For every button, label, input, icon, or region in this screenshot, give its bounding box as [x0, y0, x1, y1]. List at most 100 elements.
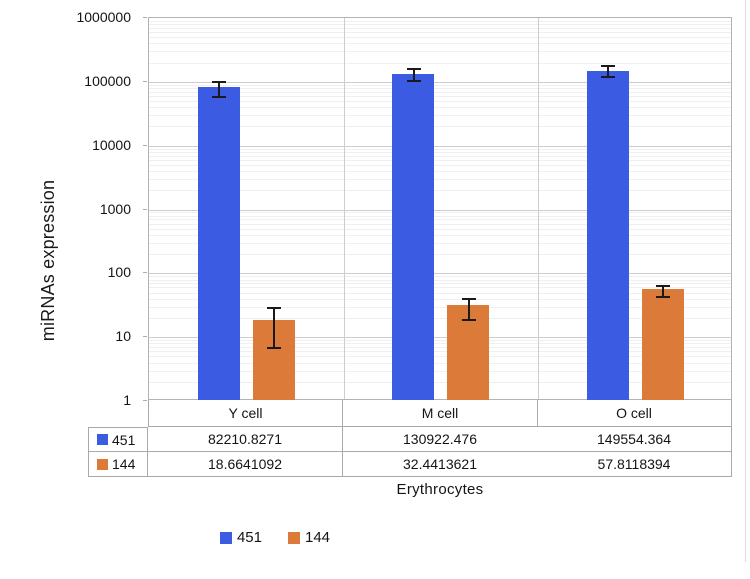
minor-gridline	[149, 20, 731, 22]
minor-gridline	[149, 351, 731, 353]
minor-gridline	[149, 159, 731, 161]
table-value-451-0: 82210.8271	[148, 427, 343, 452]
error-bar-cap	[266, 347, 281, 350]
minor-gridline	[149, 126, 731, 128]
legend-item-451: 451	[219, 529, 262, 546]
minor-gridline	[149, 32, 731, 34]
minor-gridline	[149, 292, 731, 294]
minor-gridline	[149, 370, 731, 372]
y-tick-label: 100	[107, 264, 131, 281]
legend-item-144: 144	[288, 529, 330, 546]
minor-gridline	[149, 215, 731, 217]
minor-gridline	[149, 51, 731, 53]
y-axis-title: miRNAs expression	[38, 110, 59, 410]
minor-gridline	[149, 254, 731, 256]
error-bar-cap	[656, 296, 671, 299]
y-tick-label: 1000000	[76, 9, 131, 25]
category-label-y-cell: Y cell	[148, 400, 343, 427]
major-gridline	[149, 81, 731, 83]
minor-gridline	[149, 306, 731, 308]
category-separator	[538, 18, 539, 399]
minor-gridline	[149, 283, 731, 285]
legend-swatch-144	[288, 531, 300, 544]
minor-gridline	[149, 279, 731, 281]
minor-gridline	[149, 219, 731, 221]
y-tick-mark	[143, 144, 147, 146]
minor-gridline	[149, 228, 731, 230]
x-axis-title: Erythrocytes	[396, 481, 484, 498]
category-separator	[344, 18, 345, 399]
y-tick-label: 10000	[92, 136, 131, 153]
minor-gridline	[149, 276, 731, 278]
y-axis-title-text: miRNAs expression	[38, 179, 59, 341]
y-tick-mark	[143, 80, 147, 82]
minor-gridline	[149, 155, 731, 157]
bar-451-m-cell	[392, 74, 434, 400]
minor-gridline	[149, 179, 731, 181]
error-bar-line	[662, 284, 665, 297]
minor-gridline	[149, 317, 731, 319]
chart-frame-border	[745, 0, 746, 562]
y-tick-label: 100000	[84, 72, 131, 89]
error-bar-cap	[211, 81, 226, 83]
y-tick-mark	[143, 400, 147, 401]
minor-gridline	[149, 107, 731, 109]
table-value-451-2: 149554.364	[537, 427, 732, 452]
minor-gridline	[149, 362, 731, 364]
major-gridline	[149, 273, 731, 275]
series-label: 451	[112, 431, 136, 448]
minor-gridline	[149, 62, 731, 64]
minor-gridline	[149, 115, 731, 117]
y-tick-label: 1	[123, 392, 131, 408]
category-label-m-cell: M cell	[343, 400, 538, 427]
error-bar-cap	[601, 65, 616, 68]
major-gridline	[149, 337, 731, 339]
minor-gridline	[149, 340, 731, 342]
error-bar-cap	[406, 68, 421, 71]
legend-label: 451	[236, 529, 262, 546]
major-gridline	[149, 145, 731, 147]
error-bar-cap	[656, 284, 671, 287]
category-label-o-cell: O cell	[537, 400, 732, 427]
table-value-144-1: 32.4413621	[343, 452, 538, 477]
minor-gridline	[149, 347, 731, 349]
major-gridline	[149, 209, 731, 211]
table-row-header-144: 144	[88, 452, 148, 477]
minor-gridline	[149, 43, 731, 45]
table-row-header-451: 451	[88, 427, 148, 452]
minor-gridline	[149, 242, 731, 244]
minor-gridline	[149, 223, 731, 225]
minor-gridline	[149, 164, 731, 166]
minor-gridline	[149, 24, 731, 26]
y-tick-mark	[143, 17, 147, 18]
error-bar-cap	[461, 298, 476, 301]
error-bar-cap	[266, 306, 281, 309]
minor-gridline	[149, 356, 731, 358]
error-bar-line	[467, 298, 470, 319]
plot-area	[148, 17, 732, 400]
error-bar-cap	[601, 76, 616, 79]
minor-gridline	[149, 151, 731, 153]
minor-gridline	[149, 343, 731, 345]
minor-gridline	[149, 84, 731, 86]
bar-451-o-cell	[587, 70, 629, 400]
minor-gridline	[149, 381, 731, 383]
minor-gridline	[149, 95, 731, 97]
series-swatch-144	[97, 458, 108, 470]
error-bar-line	[412, 68, 415, 81]
y-tick-mark	[143, 272, 147, 274]
table-value-144-2: 57.8118394	[537, 452, 732, 477]
table-value-144-0: 18.6641092	[148, 452, 343, 477]
minor-gridline	[149, 27, 731, 29]
table-value-451-1: 130922.476	[343, 427, 538, 452]
legend-label: 144	[305, 529, 331, 546]
minor-gridline	[149, 37, 731, 39]
minor-gridline	[149, 88, 731, 90]
y-tick-label: 1000	[99, 200, 131, 217]
minor-gridline	[149, 148, 731, 150]
minor-gridline	[149, 287, 731, 289]
y-tick-label: 10	[115, 328, 131, 345]
minor-gridline	[149, 298, 731, 300]
legend: 451 144	[0, 529, 660, 546]
